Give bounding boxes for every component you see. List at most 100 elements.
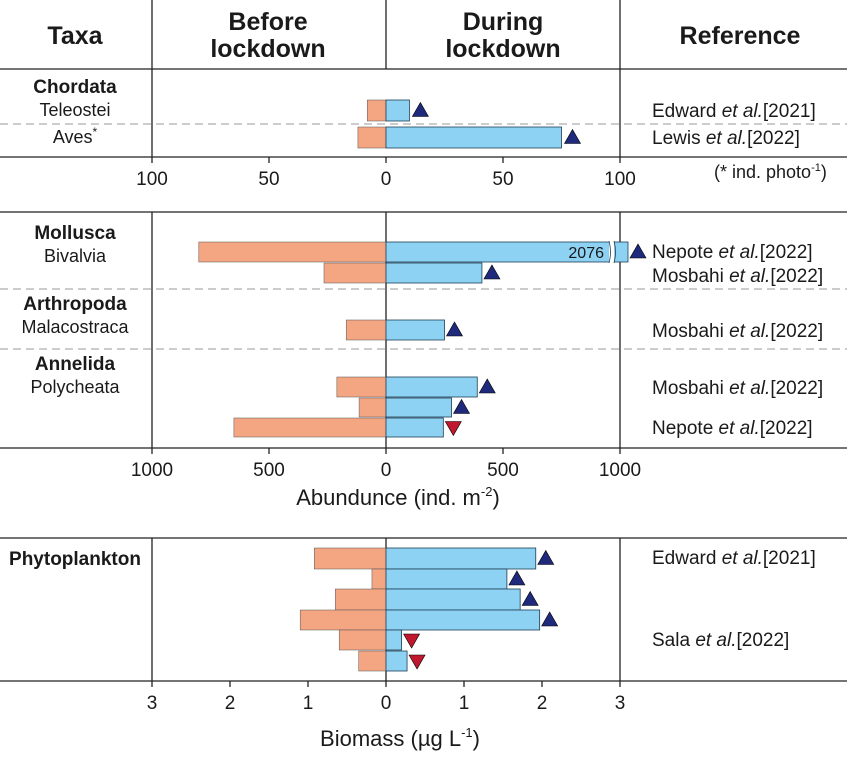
abundance-reference: Mosbahi et al.[2022] [652,378,823,399]
chordata-reference-edward-author: Edward [652,101,722,122]
abundance-axis-label: Abundunce (ind. m-2) [296,484,500,510]
mollusca-phylum-label: Mollusca [34,223,116,244]
abundance-bar-before [336,376,387,398]
abundance-trend-up-icon [478,378,496,394]
photo-unit-sup: -1 [811,162,821,174]
abundance-axis-text: Abundunce (ind. m [296,485,481,510]
abundance-trend-up-icon [629,243,647,259]
abundance-reference-author: Mosbahi [652,378,729,399]
biomass-trend-up-icon [537,549,555,565]
biomass-tick-label: 2 [537,693,548,714]
chordata-reference-lewis-author: Lewis [652,128,706,149]
header-before-line2: lockdown [210,35,325,63]
biomass-tick-label: 0 [381,693,392,714]
biomass-trend-up-icon [508,570,526,586]
abundance-trend-up-icon [453,398,471,414]
biomass-bar-before [358,650,387,672]
biomass-reference-edward-etal: et al. [722,548,763,569]
axis-break-gap [609,241,614,263]
chordata-tick-label: 100 [604,169,636,190]
bivalvia-label: Bivalvia [44,246,107,266]
header-row: Taxa Before lockdown During lockdown Ref… [47,8,800,63]
axis-break-marks [608,240,616,264]
abundance-reference-etal: et al. [719,418,760,439]
abundance-reference: Mosbahi et al.[2022] [652,321,823,342]
chordata-reference-edward-etal: et al. [722,101,763,122]
biomass-tick-label: 3 [615,693,626,714]
abundance-trend-up-icon [483,264,501,280]
chordata-reference-lewis: Lewis et al.[2022] [652,128,800,149]
biomass-reference-edward: Edward et al.[2021] [652,548,816,569]
biomass-reference-sala-etal: et al. [695,630,736,651]
frame-lines [0,0,847,157]
abundance-tick-label: 500 [487,460,519,481]
abundance-reference: Nepote et al.[2022] [652,242,813,263]
chordata-bar-before [357,126,387,149]
abundance-trend-down-icon [444,421,462,437]
biomass-bar-before [371,568,387,590]
abundance-reference-year: [2022] [760,242,813,263]
abundance-break-value: 2076 [568,245,604,262]
abundance-bar-before [358,397,387,418]
biomass-trend-up-icon [541,611,559,627]
aves-label: Aves* [53,125,98,147]
abundance-tick-label: 1000 [131,460,173,481]
abundance-reference-author: Nepote [652,242,719,263]
photo-unit-end: ) [821,162,827,182]
abundance-reference-etal: et al. [729,266,770,287]
chordata-reference-lewis-etal: et al. [706,128,747,149]
abundance-reference-year: [2022] [770,321,823,342]
polycheata-label: Polycheata [30,377,120,397]
biomass-bar-during [385,650,408,672]
abundance-bar-during [385,376,478,398]
header-reference: Reference [680,22,801,50]
header-before-line1: Before [228,8,307,36]
abundance-reference: Nepote et al.[2022] [652,418,813,439]
chordata-tick-label: 50 [492,169,513,190]
biomass-reference-sala-author: Sala [652,630,695,651]
abundance-reference-etal: et al. [729,378,770,399]
abundance-tick-label: 500 [253,460,285,481]
abundance-axis-sup: -2 [481,484,493,499]
abundance-reference-year: [2022] [770,266,823,287]
header-during-line2: lockdown [445,35,560,63]
biomass-reference-sala: Sala et al.[2022] [652,630,789,651]
biomass-bar-before [338,629,387,651]
abundance-bar-during [385,319,445,341]
chordata-trend-up-icon [411,101,429,117]
abundance-reference-author: Nepote [652,418,719,439]
header-during-line1: During [463,8,544,36]
abundance-reference: Mosbahi et al.[2022] [652,266,823,287]
abundance-reference-year: [2022] [760,418,813,439]
chordata-reference-edward: Edward et al.[2021] [652,101,816,122]
biomass-bar-during [385,609,541,631]
chordata-reference-lewis-year: [2022] [747,128,800,149]
chordata-trend-up-icon [563,128,582,144]
biomass-reference-edward-year: [2021] [763,548,816,569]
chordata-bar-during [385,126,562,149]
photo-unit-text: (* ind. photo [714,162,811,182]
biomass-axis-sup: -1 [461,725,473,740]
abundance-reference-author: Mosbahi [652,266,729,287]
biomass-axis-label: Biomass (µg L-1) [320,725,480,751]
chordata-phylum-label: Chordata [33,77,117,98]
biomass-bar-during [385,588,521,611]
chordata-tick-label: 0 [381,169,392,190]
biomass-bar-during [385,629,403,651]
header-taxa: Taxa [47,22,103,50]
phytoplankton-label: Phytoplankton [9,549,141,570]
biomass-tick-label: 3 [147,693,158,714]
chordata-bar-during [385,99,410,122]
annelida-phylum-label: Annelida [35,354,116,375]
biomass-trend-down-icon [408,654,426,670]
abundance-tick-label: 0 [381,460,392,481]
abundance-bar-before [323,262,387,284]
abundance-bar-during [385,397,452,418]
biomass-bar-before [335,588,387,611]
abundance-bar-before [345,319,387,341]
abundance-bar-during [385,241,629,263]
chordata-reference-edward-year: [2021] [763,101,816,122]
malacostraca-label: Malacostraca [21,317,129,337]
abundance-bar-before [198,241,387,263]
